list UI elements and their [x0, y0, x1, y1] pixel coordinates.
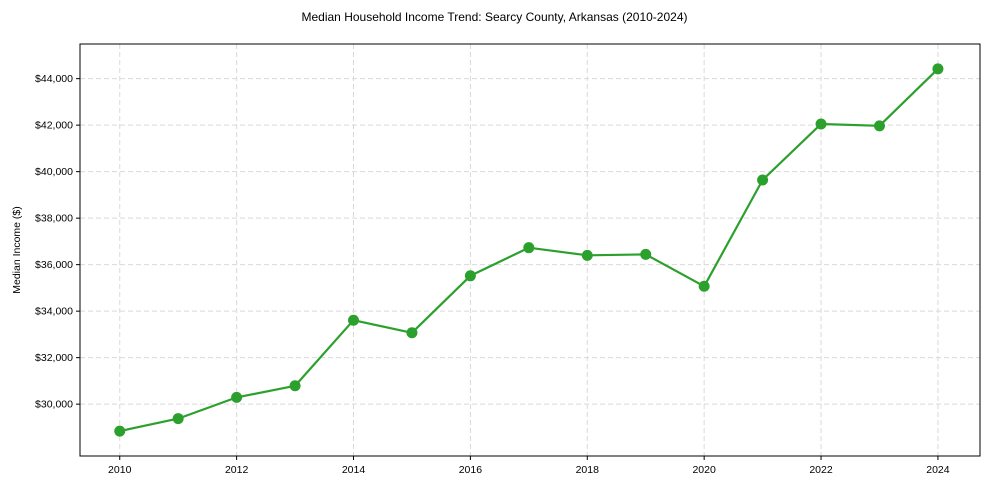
x-tick-label: 2018	[576, 464, 600, 476]
chart-title: Median Household Income Trend: Searcy Co…	[301, 10, 688, 24]
data-point-marker: 2011: $29,380	[172, 413, 184, 425]
data-series: 2010: $28,840 2011: $29,380 2012: $30,290 2…	[114, 63, 944, 437]
data-point-marker: 2024: $44,420	[932, 63, 944, 75]
y-tick-label: $32,000	[35, 352, 73, 364]
data-point-marker: 2012: $30,290	[231, 391, 243, 403]
x-axis-ticks: 2010 2012 2014 2016 2018 2020 2022 2024	[108, 456, 950, 476]
y-tick-label: $38,000	[35, 213, 73, 225]
y-axis-ticks: $30,000 $32,000 $34,000 $36,000 $38,000 $40,0…	[35, 73, 80, 411]
x-tick-label: 2012	[225, 464, 249, 476]
data-point-marker: 2023: $41,970	[873, 120, 885, 132]
data-point-marker: 2015: $33,070	[406, 327, 418, 339]
data-point-marker: 2021: $39,640	[757, 174, 769, 186]
gridlines	[80, 44, 980, 456]
data-point-marker: 2014: $33,610	[348, 314, 360, 326]
data-point-marker: 2017: $36,730	[523, 242, 535, 254]
y-tick-label: $36,000	[35, 259, 73, 271]
x-tick-label: 2014	[342, 464, 366, 476]
data-point-marker: 2013: $30,790	[289, 380, 301, 392]
y-tick-label: $42,000	[35, 120, 73, 132]
y-tick-label: $44,000	[35, 73, 73, 85]
data-point-marker: 2016: $35,520	[464, 270, 476, 282]
data-point-marker: 2020: $35,070	[698, 280, 710, 292]
plot-frame	[79, 43, 981, 457]
x-tick-label: 2024	[926, 464, 950, 476]
y-tick-label: $30,000	[35, 399, 73, 411]
x-tick-label: 2022	[809, 464, 833, 476]
data-point-marker: 2019: $36,440	[640, 248, 652, 260]
x-tick-label: 2016	[459, 464, 483, 476]
y-tick-label: $34,000	[35, 306, 73, 318]
data-point-marker: 2022: $42,050	[815, 118, 827, 130]
axes	[79, 43, 981, 457]
x-tick-label: 2010	[108, 464, 132, 476]
x-tick-label: 2020	[692, 464, 716, 476]
data-point-marker: 2018: $36,400	[581, 249, 593, 261]
data-point-marker: 2010: $28,840	[114, 425, 126, 437]
y-tick-label: $40,000	[35, 166, 73, 178]
